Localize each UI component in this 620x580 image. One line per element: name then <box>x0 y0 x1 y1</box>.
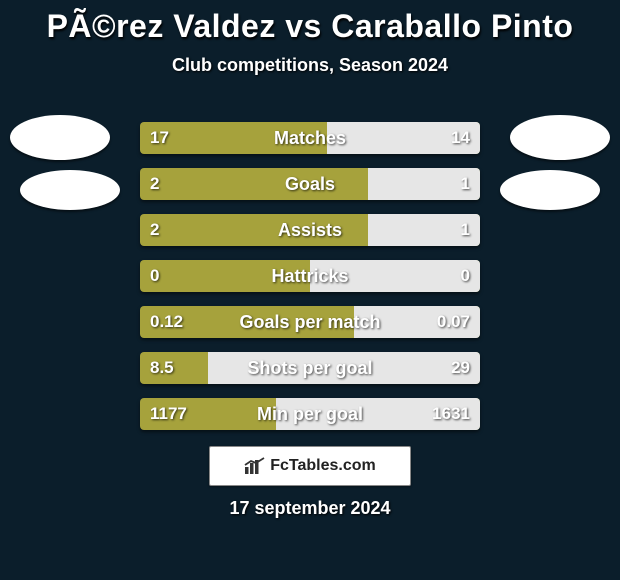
brand-text: FcTables.com <box>270 457 376 475</box>
stat-value-left: 2 <box>150 214 159 246</box>
stat-row: 0Hattricks0 <box>140 260 480 292</box>
stat-bar-right <box>276 398 480 430</box>
player1-avatar <box>10 115 110 160</box>
stat-value-left: 8.5 <box>150 352 174 384</box>
stat-value-left: 1177 <box>150 398 187 430</box>
date-text: 17 september 2024 <box>0 498 620 519</box>
stat-bar-right <box>368 214 480 246</box>
stat-bars-container: 17Matches14 2Goals1 2Assists1 0Hattricks0 0.… <box>140 122 480 444</box>
stat-bar-right <box>354 306 480 338</box>
stat-bar-right <box>310 260 480 292</box>
brand-badge: FcTables.com <box>209 446 411 486</box>
stat-row: 1177Min per goal1631 <box>140 398 480 430</box>
page-title: PÃ©rez Valdez vs Caraballo Pinto <box>0 0 620 45</box>
comparison-card: PÃ©rez Valdez vs Caraballo Pinto Club co… <box>0 0 620 580</box>
stat-value-left: 17 <box>150 122 169 154</box>
stat-bar-right <box>327 122 480 154</box>
stat-value-left: 0.12 <box>150 306 183 338</box>
player2-avatar <box>510 115 610 160</box>
stat-bar-right <box>208 352 480 384</box>
stat-row: 2Goals1 <box>140 168 480 200</box>
subtitle: Club competitions, Season 2024 <box>0 55 620 76</box>
stat-row: 0.12Goals per match0.07 <box>140 306 480 338</box>
stat-row: 2Assists1 <box>140 214 480 246</box>
chart-icon <box>244 457 266 475</box>
player2-team-avatar <box>500 170 600 210</box>
player1-team-avatar <box>20 170 120 210</box>
stat-bar-right <box>368 168 480 200</box>
stat-row: 17Matches14 <box>140 122 480 154</box>
stat-value-left: 0 <box>150 260 159 292</box>
stat-value-left: 2 <box>150 168 159 200</box>
stat-row: 8.5Shots per goal29 <box>140 352 480 384</box>
